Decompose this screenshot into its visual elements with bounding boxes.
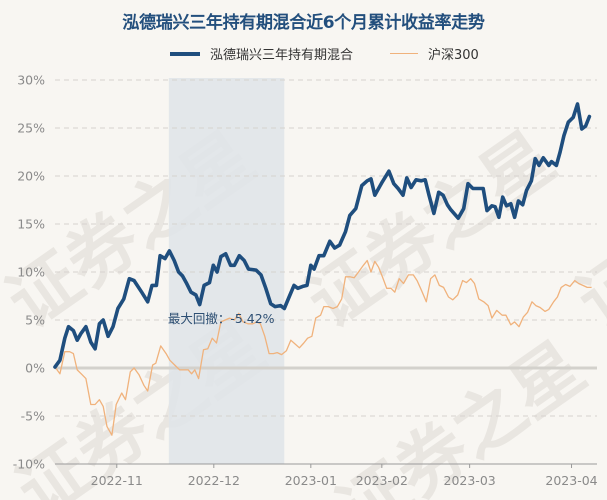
- y-tick-label: 30%: [17, 73, 45, 88]
- y-axis-labels: 30% 25% 20% 15% 10% 5% 0% -5% -10%: [13, 73, 45, 472]
- fund-line-swatch-icon: [170, 51, 200, 56]
- x-axis-labels: 2022-11 2022-12 2023-01 2023-02 2023-03 2023-…: [91, 464, 598, 488]
- max-drawdown-region: [168, 78, 285, 464]
- legend-item-index[interactable]: 沪深300: [390, 44, 479, 63]
- y-tick-label: -5%: [21, 409, 45, 424]
- x-tick-label: 2022-11: [91, 473, 143, 488]
- x-tick-label: 2022-12: [188, 473, 240, 488]
- legend-label-fund: 泓德瑞兴三年持有期混合: [210, 48, 354, 63]
- x-tick-label: 2023-03: [444, 473, 496, 488]
- watermark-text: 证券之星: [293, 116, 569, 344]
- chart-title: 泓德瑞兴三年持有期混合近6个月累计收益率走势: [122, 13, 485, 33]
- y-tick-label: 25%: [17, 121, 45, 136]
- legend-label-index: 沪深300: [428, 48, 479, 63]
- legend-item-fund[interactable]: 泓德瑞兴三年持有期混合: [170, 44, 353, 63]
- index-series-line: [54, 259, 592, 436]
- fund-series-line: [53, 102, 592, 369]
- y-tick-label: 0%: [25, 361, 45, 376]
- max-drawdown-label: 最大回撤：-5.42%: [168, 311, 275, 326]
- legend: 泓德瑞兴三年持有期混合 沪深300: [0, 44, 607, 64]
- y-tick-label: 10%: [17, 265, 45, 280]
- index-line-swatch-icon: [390, 53, 418, 54]
- y-gridlines: [55, 79, 597, 417]
- watermark-text: 证券之星: [563, 116, 607, 344]
- y-tick-label: 5%: [25, 313, 45, 328]
- x-tick-label: 2023-02: [356, 473, 408, 488]
- x-tick-label: 2023-04: [545, 473, 597, 488]
- y-tick-label: 20%: [17, 169, 45, 184]
- y-tick-label: -10%: [13, 457, 45, 472]
- x-tick-label: 2023-01: [285, 473, 337, 488]
- y-tick-label: 15%: [17, 217, 45, 232]
